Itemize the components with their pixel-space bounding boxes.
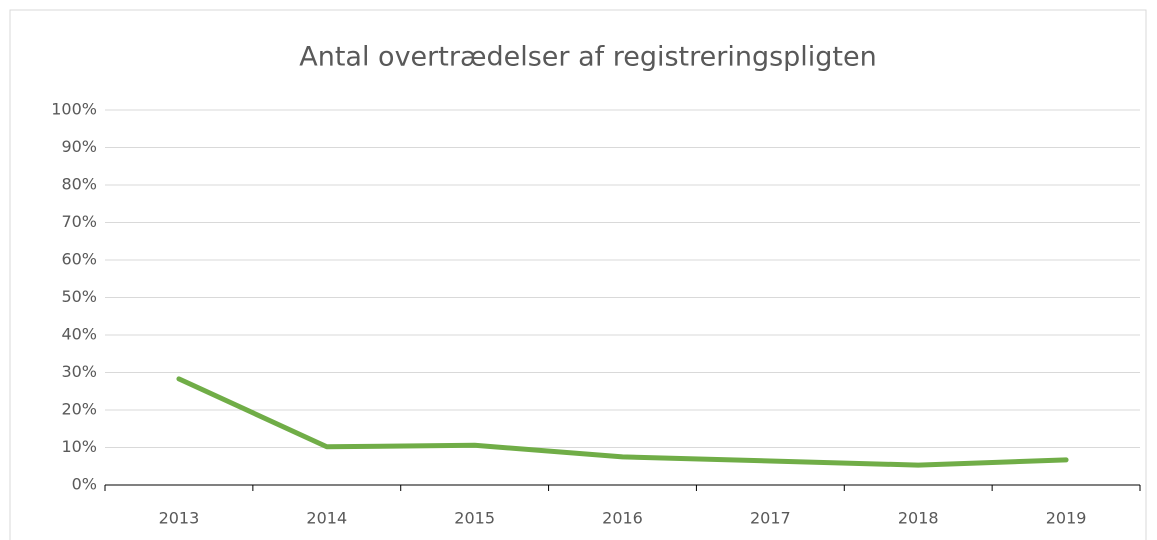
y-tick-label: 100% <box>51 100 97 119</box>
y-tick-label: 20% <box>61 400 97 419</box>
x-tick-label: 2016 <box>602 509 643 528</box>
chart-title: Antal overtrædelser af registreringsplig… <box>299 42 877 73</box>
y-tick-label: 60% <box>61 250 97 269</box>
y-tick-label: 70% <box>61 212 97 231</box>
data-line <box>176 376 1069 468</box>
y-tick-label: 90% <box>61 137 97 156</box>
x-tick-label: 2014 <box>306 509 347 528</box>
x-tick-label: 2013 <box>159 509 200 528</box>
y-tick-label: 40% <box>61 325 97 344</box>
x-tick-label: 2017 <box>750 509 791 528</box>
y-tick-label: 10% <box>61 437 97 456</box>
x-tick-label: 2018 <box>898 509 939 528</box>
x-tick-label: 2019 <box>1046 509 1087 528</box>
y-tick-label: 80% <box>61 175 97 194</box>
chart-border <box>9 9 1147 540</box>
y-tick-label: 30% <box>61 362 97 381</box>
y-tick-label: 0% <box>72 475 97 494</box>
x-tick-label: 2015 <box>454 509 495 528</box>
y-tick-label: 50% <box>61 287 97 306</box>
